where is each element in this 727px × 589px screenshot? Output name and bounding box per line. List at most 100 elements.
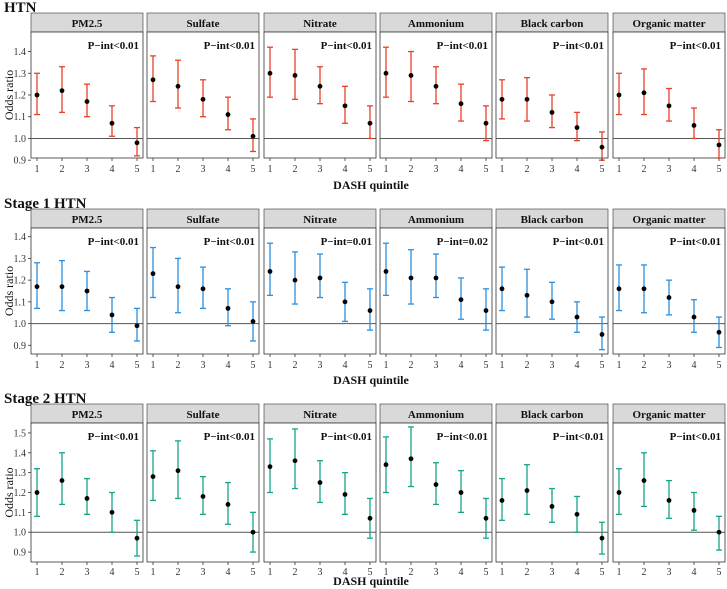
x-tick-label: 2	[293, 164, 298, 175]
section-title: HTN	[4, 0, 37, 16]
odds-ratio-point	[175, 284, 181, 290]
x-tick-label: 2	[176, 360, 181, 371]
x-tick-label: 4	[575, 567, 580, 578]
error-bar-q2	[59, 66, 65, 114]
odds-ratio-point	[499, 96, 505, 102]
x-tick-label: 4	[575, 164, 580, 175]
error-bar-q5	[367, 497, 373, 539]
x-tick-label: 4	[459, 567, 464, 578]
error-bar-q2	[524, 268, 530, 318]
p-interaction-label: P−int<0.01	[321, 431, 372, 443]
x-tick-label: 2	[60, 164, 65, 175]
x-tick-label: 3	[201, 164, 206, 175]
odds-ratio-point	[34, 92, 40, 98]
panel-nitrate: Nitrate P−int<0.01 1 2 3 4 5	[263, 12, 377, 175]
error-bar-q5	[367, 105, 373, 140]
y-tick-label: 1.1	[14, 297, 27, 308]
x-tick-label: 2	[176, 164, 181, 175]
x-tick-label: 3	[667, 360, 672, 371]
error-bar-q2	[175, 257, 181, 314]
odds-ratio-point	[691, 507, 697, 513]
x-tick-label: 4	[459, 164, 464, 175]
y-tick-label: 1.2	[14, 91, 27, 102]
odds-ratio-point	[408, 456, 414, 462]
x-tick-label: 5	[251, 567, 256, 578]
x-tick-label: 5	[135, 164, 140, 175]
x-tick-label: 3	[201, 360, 206, 371]
facet-row-3: Stage 2 HTN Odds ratio 0.9 1.0 1.1 1.2 1.3 1.4 1…	[2, 391, 726, 588]
x-tick-label: 4	[110, 164, 115, 175]
error-bar-q5	[716, 316, 722, 349]
p-interaction-label: P−int<0.01	[204, 40, 255, 52]
panel-ammonium: Ammonium P−int<0.01 1 2 3 4 5	[379, 403, 493, 578]
x-tick-label: 2	[642, 164, 647, 175]
panel-organic-matter: Organic matter P−int<0.01 1 2 3 4 5	[612, 403, 726, 578]
y-tick-label: 0.9	[14, 341, 27, 352]
facet-strip-label: Ammonium	[408, 214, 464, 226]
error-bar-q3	[84, 83, 90, 118]
error-bar-q5	[599, 316, 605, 351]
odds-ratio-point	[549, 504, 555, 509]
error-bar-q1	[267, 242, 273, 296]
facet-strip-label: Organic matter	[633, 214, 706, 226]
p-interaction-label: P−int=0.01	[321, 236, 372, 248]
p-interaction-label: P−int<0.01	[553, 236, 604, 248]
p-interaction-label: P−int<0.01	[437, 431, 488, 443]
odds-ratio-point	[367, 308, 373, 313]
x-tick-label: 3	[85, 164, 90, 175]
error-bar-q3	[317, 66, 323, 105]
odds-ratio-point	[150, 271, 156, 277]
panel-black-carbon: Black carbon P−int<0.01 1 2 3 4 5	[495, 403, 609, 578]
x-tick-label: 2	[409, 567, 414, 578]
error-bar-q1	[267, 46, 273, 98]
x-tick-label: 4	[459, 360, 464, 371]
odds-ratio-point	[134, 140, 140, 146]
error-bar-q1	[34, 72, 40, 116]
error-bar-q5	[134, 126, 140, 157]
facet-strip-label: PM2.5	[72, 18, 103, 30]
error-bar-q3	[200, 79, 206, 118]
x-tick-label: 1	[617, 360, 622, 371]
error-bar-q3	[317, 460, 323, 504]
error-bar-q1	[383, 242, 389, 296]
y-tick-label: 1.1	[14, 508, 27, 519]
error-bar-q3	[433, 253, 439, 299]
error-bar-q5	[599, 521, 605, 555]
error-bar-q4	[109, 296, 115, 333]
x-tick-label: 5	[135, 567, 140, 578]
error-bar-q4	[574, 495, 580, 533]
p-interaction-label: P−int<0.01	[204, 431, 255, 443]
odds-ratio-point	[616, 286, 622, 292]
x-tick-label: 1	[35, 360, 40, 371]
error-bar-q4	[225, 96, 231, 131]
odds-ratio-point	[383, 70, 389, 76]
odds-ratio-point	[524, 292, 530, 298]
x-tick-label: 2	[176, 567, 181, 578]
error-bar-q2	[641, 264, 647, 314]
panel-pm2-5: PM2.5 P−int<0.01 1 2 3 4 5	[30, 208, 144, 371]
x-axis-label: DASH quintile	[333, 178, 409, 192]
facet-strip-label: Nitrate	[303, 409, 337, 421]
x-tick-label: 4	[226, 567, 231, 578]
p-interaction-label: P−int<0.01	[88, 40, 139, 52]
error-bar-q3	[200, 475, 206, 515]
x-tick-label: 4	[575, 360, 580, 371]
panel-sulfate: Sulfate P−int<0.01 1 2 3 4 5	[146, 12, 260, 175]
p-interaction-label: P−int<0.01	[670, 40, 721, 52]
error-bar-q1	[383, 436, 389, 494]
p-interaction-label: P−int<0.01	[437, 40, 488, 52]
x-tick-label: 3	[550, 567, 555, 578]
error-bar-q1	[383, 46, 389, 98]
y-tick-label: 1.4	[14, 232, 27, 243]
error-bar-q3	[433, 462, 439, 506]
odds-ratio-point	[59, 88, 65, 94]
facet-strip-label: Sulfate	[187, 214, 220, 226]
panel-black-carbon: Black carbon P−int<0.01 1 2 3 4 5	[495, 12, 609, 175]
odds-ratio-point	[84, 496, 90, 501]
error-bar-q1	[34, 468, 40, 517]
error-bar-q3	[666, 87, 672, 122]
x-tick-label: 3	[318, 164, 323, 175]
odds-ratio-point	[84, 288, 90, 294]
error-bar-q1	[150, 450, 156, 502]
